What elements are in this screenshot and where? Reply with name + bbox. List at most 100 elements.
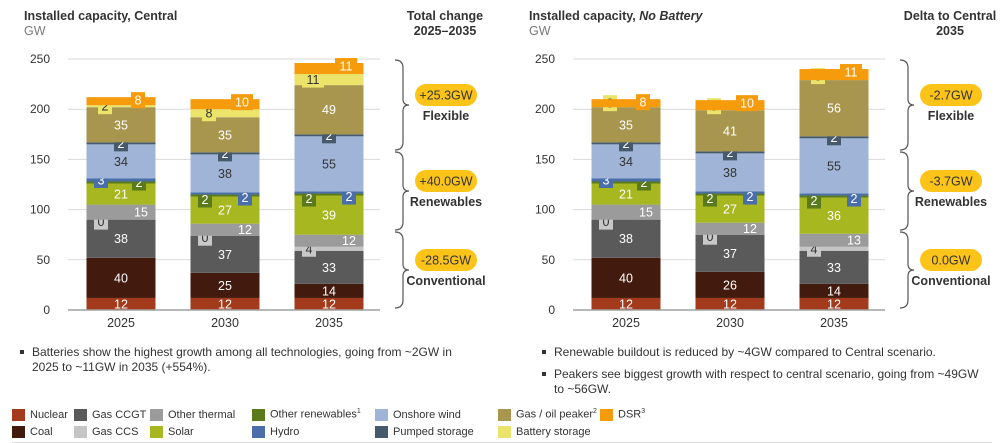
bar-segment-hydro	[799, 193, 869, 196]
data-label-box	[840, 64, 862, 81]
brace	[899, 231, 915, 309]
legend-item-other-thermal: Other thermal	[150, 408, 252, 421]
y-tick-label: 200	[535, 102, 555, 116]
data-label-other-renewables: 2	[306, 192, 313, 206]
data-label-coal: 40	[114, 271, 128, 285]
bar-segment-onshore-wind	[294, 136, 364, 192]
x-tick-label: 2025	[612, 316, 640, 330]
group-label: Flexible	[423, 109, 470, 123]
bar-segment-nuclear	[294, 297, 364, 310]
x-tick-label: 2030	[716, 316, 744, 330]
legend-label: Gas / oil peaker2	[516, 408, 597, 421]
bar-segment-other-renewables	[294, 193, 364, 196]
data-label-other-renewables: 2	[202, 193, 209, 207]
data-label-dsr: 8	[640, 96, 647, 110]
legend-swatch	[252, 408, 265, 421]
bar-segment-gas-oil-peaker	[695, 110, 765, 152]
data-label-solar: 27	[723, 203, 737, 217]
legend-item-coal: Coal	[12, 425, 74, 438]
bar-segment-gas-oil-peaker	[190, 117, 260, 153]
no-battery-notes: Renewable buildout is reduced by ~4GW co…	[540, 345, 980, 404]
bar-group-2030: 12 25 37 0 12 27 2 2 38 2 35 8 10	[190, 94, 260, 311]
data-label-coal: 14	[322, 284, 336, 298]
group-label: Renewables	[915, 195, 987, 209]
group-label: Renewables	[410, 195, 482, 209]
data-label-gas-oil-peaker: 56	[827, 102, 841, 116]
bar-segment-coal	[86, 257, 156, 298]
bar-segment-nuclear	[86, 297, 156, 310]
data-label-solar: 27	[218, 204, 232, 218]
y-tick-label: 50	[37, 253, 51, 267]
right-title-line1: Delta to Central	[903, 9, 997, 23]
legend-swatch	[252, 425, 265, 438]
bar-segment-battery-storage	[86, 105, 156, 108]
data-label-pumped-storage: 2	[222, 147, 229, 161]
bullet-item: Batteries show the highest growth among …	[18, 345, 458, 375]
right-title-line2: 2035	[936, 24, 964, 38]
legend-label: Other renewables1	[270, 408, 361, 421]
bar-segment-nuclear	[695, 297, 765, 310]
data-label-onshore-wind: 55	[827, 159, 841, 173]
bar-segment-gas-ccs	[799, 246, 869, 251]
data-label-dsr: 11	[845, 66, 858, 80]
legend-label: Onshore wind	[393, 408, 461, 421]
bar-segment-battery-storage	[294, 74, 364, 86]
data-label-other-thermal: 12	[342, 234, 356, 248]
change-value: +25.3GW	[419, 89, 472, 103]
legend-swatch	[498, 408, 511, 421]
bar-segment-gas-oil-peaker	[591, 107, 661, 143]
bar-segment-gas-oil-peaker	[799, 80, 869, 137]
legend-label: Solar	[168, 425, 194, 438]
change-badge	[920, 170, 982, 192]
data-label-gas-oil-peaker: 35	[114, 118, 128, 132]
right-title: Total change 2025–2035	[385, 9, 505, 39]
data-label-other-renewables: 2	[811, 194, 818, 208]
data-label-solar: 36	[827, 209, 841, 223]
data-label-pumped-storage: 2	[623, 137, 630, 151]
data-label-battery-storage: 2	[102, 100, 109, 114]
chart-title: Installed capacity, Central	[24, 9, 177, 23]
bar-segment-other-thermal	[294, 234, 364, 247]
y-tick-label: 0	[548, 303, 555, 317]
data-label-gas-ccgt: 38	[114, 232, 128, 246]
data-label-box	[335, 58, 357, 75]
right-title-line2: 2025–2035	[413, 24, 477, 38]
bar-segment-dsr	[591, 99, 661, 108]
bar-group-2030: 122637012272238241010	[695, 95, 765, 311]
group-label: Flexible	[928, 109, 975, 123]
x-tick-label: 2025	[107, 316, 135, 330]
data-label-nuclear: 12	[218, 297, 232, 311]
change-value: -28.5GW	[421, 254, 471, 268]
data-label-pumped-storage: 2	[831, 131, 838, 145]
data-label-other-renewables: 2	[641, 176, 648, 190]
data-label-gas-ccgt: 33	[322, 261, 336, 275]
data-label-solar: 39	[322, 209, 336, 223]
data-label-hydro: 3	[98, 173, 105, 187]
bar-segment-coal	[695, 271, 765, 298]
bar-segment-other-renewables	[695, 193, 765, 196]
legend-label: Pumped storage	[393, 425, 474, 438]
data-label-box	[342, 188, 356, 205]
data-label-nuclear: 12	[827, 297, 841, 311]
legend: Nuclear Gas CCGT Other thermal Other renewa…	[12, 406, 992, 443]
data-label-onshore-wind: 55	[322, 157, 336, 171]
y-tick-label: 100	[30, 203, 50, 217]
data-label-box	[302, 190, 316, 207]
data-label-dsr: 8	[135, 94, 142, 108]
legend-swatch	[375, 408, 388, 421]
bar-segment-coal	[799, 283, 869, 298]
data-label-gas-ccgt: 38	[619, 232, 633, 246]
data-label-box	[736, 95, 758, 112]
bar-segment-coal	[294, 283, 364, 298]
data-label-hydro: 2	[242, 191, 249, 205]
data-label-other-thermal: 13	[847, 234, 861, 248]
brace	[899, 59, 915, 151]
legend-label: Coal	[30, 425, 53, 438]
bar-segment-dsr	[294, 63, 364, 75]
data-label-box	[302, 71, 324, 88]
data-label-box	[743, 188, 757, 205]
legend-swatch	[375, 425, 388, 438]
change-value: -2.7GW	[929, 89, 972, 103]
data-label-gas-oil-peaker: 35	[619, 118, 633, 132]
